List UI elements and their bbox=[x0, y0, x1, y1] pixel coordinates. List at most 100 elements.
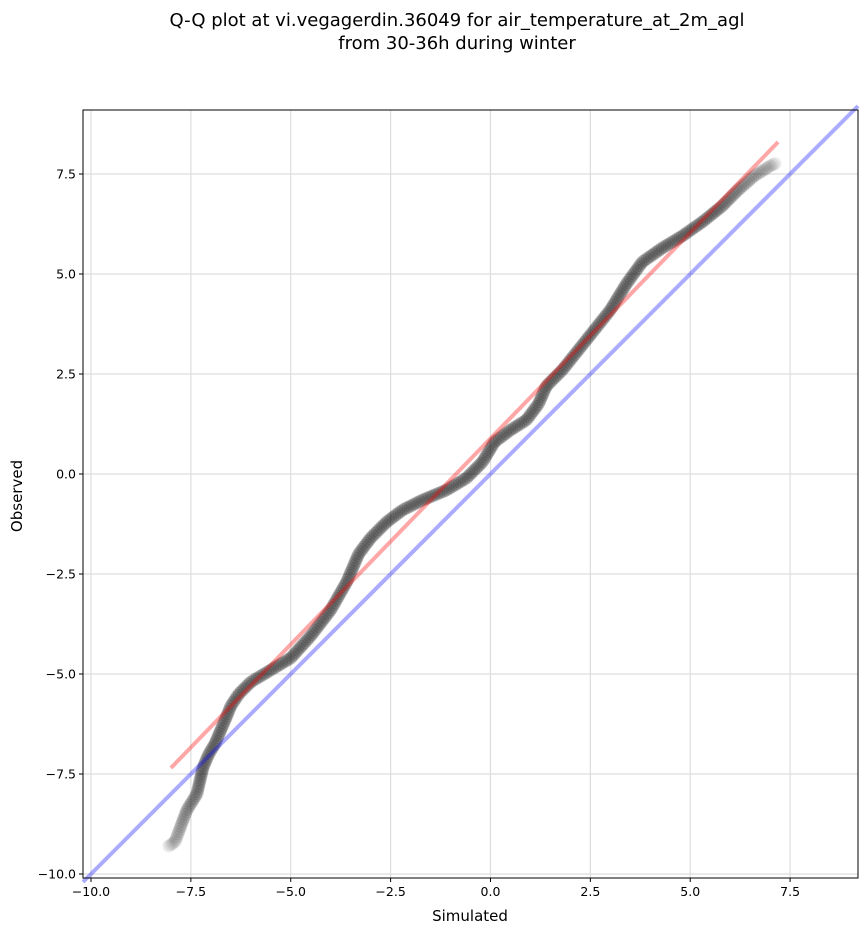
quantile-point bbox=[325, 600, 339, 614]
quantile-point bbox=[748, 169, 762, 183]
quantile-point bbox=[671, 232, 685, 246]
quantile-point bbox=[203, 745, 217, 759]
quantile-point bbox=[578, 335, 592, 349]
quantile-point bbox=[363, 532, 377, 546]
quantile-point bbox=[285, 649, 299, 663]
quantile-point bbox=[549, 369, 563, 383]
quantile-point bbox=[174, 820, 188, 834]
quantile-point bbox=[238, 681, 252, 695]
quantile-point bbox=[379, 515, 393, 529]
quantile-point bbox=[216, 719, 230, 733]
quantile-point bbox=[388, 509, 402, 523]
quantile-point bbox=[604, 302, 618, 316]
quantile-point bbox=[703, 209, 717, 223]
quantile-point bbox=[381, 514, 395, 528]
quantile-point bbox=[300, 634, 314, 648]
quantile-point bbox=[649, 246, 663, 259]
quantile-point bbox=[461, 469, 475, 483]
quantile-point bbox=[209, 733, 223, 747]
quantile-point bbox=[422, 490, 436, 504]
quantile-point bbox=[684, 223, 698, 237]
quantile-point bbox=[591, 319, 605, 333]
quantile-point bbox=[705, 207, 719, 221]
quantile-point bbox=[497, 428, 511, 442]
quantile-point bbox=[314, 615, 328, 629]
quantile-point bbox=[757, 163, 771, 177]
quantile-point bbox=[186, 794, 200, 808]
quantile-point bbox=[169, 832, 183, 846]
quantile-point bbox=[485, 439, 499, 453]
quantile-point bbox=[432, 486, 446, 500]
quantile-point bbox=[236, 683, 250, 697]
quantile-point bbox=[275, 656, 289, 670]
quantile-point bbox=[261, 665, 275, 678]
quantile-point bbox=[326, 598, 340, 612]
y-tick-label: 7.5 bbox=[56, 167, 76, 182]
quantile-point bbox=[234, 685, 248, 699]
quantile-point bbox=[182, 800, 196, 814]
quantile-point bbox=[370, 524, 384, 538]
quantile-point bbox=[768, 157, 782, 171]
quantile-point bbox=[618, 280, 632, 294]
quantile-point bbox=[707, 206, 721, 220]
quantile-point bbox=[528, 401, 542, 415]
quantile-point bbox=[410, 496, 424, 510]
quantile-point bbox=[673, 230, 687, 244]
quantile-point bbox=[699, 212, 713, 226]
quantile-point bbox=[184, 796, 198, 810]
quantile-point bbox=[178, 807, 192, 821]
quantile-point bbox=[350, 551, 364, 565]
quantile-point bbox=[467, 464, 481, 478]
quantile-point bbox=[386, 510, 400, 524]
quantile-point bbox=[301, 632, 315, 646]
quantile-point bbox=[575, 339, 589, 353]
quantile-point bbox=[740, 175, 754, 189]
quantile-point bbox=[192, 779, 206, 793]
quantile-point bbox=[602, 304, 616, 318]
quantile-point bbox=[558, 360, 572, 374]
quantile-point bbox=[268, 660, 282, 674]
quantile-point bbox=[401, 500, 415, 514]
quantile-point bbox=[337, 580, 351, 594]
quantile-point bbox=[351, 549, 365, 563]
quantile-point bbox=[565, 351, 579, 365]
quantile-point bbox=[246, 674, 260, 688]
quantile-point bbox=[319, 609, 333, 623]
quantile-point bbox=[352, 547, 366, 561]
quantile-point bbox=[675, 229, 689, 243]
quantile-point bbox=[472, 458, 486, 472]
quantile-point bbox=[218, 714, 232, 728]
quantile-point bbox=[199, 754, 213, 768]
quantile-point bbox=[537, 385, 551, 399]
quantile-point bbox=[259, 666, 273, 680]
quantile-point bbox=[658, 240, 671, 254]
quantile-point bbox=[525, 406, 539, 420]
quantile-point bbox=[266, 662, 280, 676]
quantile-point bbox=[228, 693, 242, 707]
quantile-point bbox=[494, 430, 508, 444]
quantile-point bbox=[291, 643, 305, 657]
x-tick-label: 2.5 bbox=[580, 884, 600, 899]
quantile-point bbox=[711, 202, 725, 216]
y-tick-label: 2.5 bbox=[56, 367, 76, 382]
quantile-point bbox=[248, 673, 262, 687]
y-tick-label: 5.0 bbox=[56, 267, 76, 282]
quantile-point bbox=[198, 757, 212, 771]
quantile-point bbox=[608, 295, 622, 309]
quantile-point bbox=[715, 199, 729, 213]
quantile-point bbox=[294, 639, 308, 653]
quantile-point bbox=[243, 675, 257, 689]
quantile-point bbox=[555, 364, 569, 378]
quantile-point bbox=[217, 716, 231, 730]
reference-lines bbox=[81, 104, 860, 884]
quantile-point bbox=[655, 241, 669, 255]
quantile-point bbox=[615, 284, 629, 298]
quantile-point bbox=[420, 491, 434, 505]
quantile-point bbox=[701, 210, 715, 224]
quantile-point bbox=[620, 276, 634, 289]
quantile-point bbox=[542, 377, 556, 391]
quantile-point bbox=[225, 697, 239, 711]
quantile-point bbox=[372, 523, 386, 537]
quantile-point bbox=[709, 204, 723, 218]
quantile-point bbox=[211, 729, 225, 743]
